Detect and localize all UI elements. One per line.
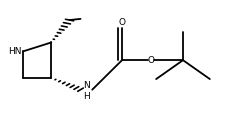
- Text: O: O: [119, 18, 125, 27]
- Text: N: N: [83, 81, 90, 90]
- Text: H: H: [83, 92, 90, 101]
- Text: HN: HN: [8, 47, 21, 56]
- Text: O: O: [148, 56, 155, 65]
